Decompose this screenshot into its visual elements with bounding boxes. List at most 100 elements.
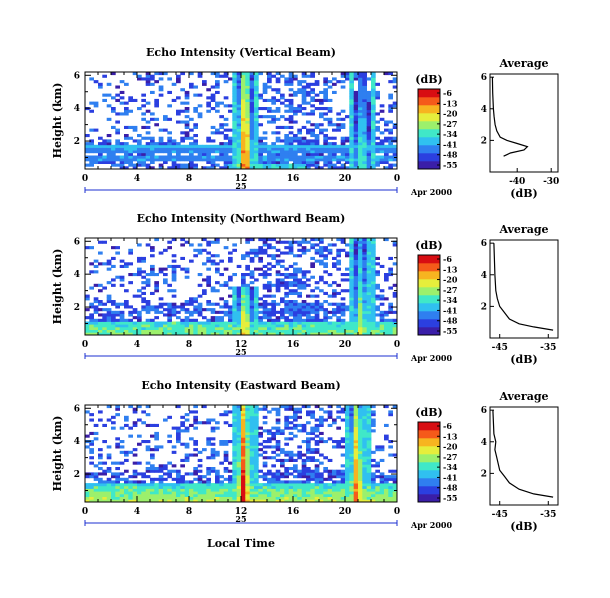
- heatmap-cell: [93, 329, 99, 333]
- heatmap-cell: [366, 324, 372, 328]
- heatmap-cell: [158, 93, 164, 97]
- heatmap-cell: [111, 326, 116, 330]
- heatmap-cell: [193, 125, 198, 129]
- heatmap-cell: [301, 246, 307, 250]
- heatmap-cell: [254, 477, 259, 481]
- heatmap-cell: [254, 418, 259, 422]
- heatmap-cell: [327, 136, 333, 140]
- heatmap-cell: [349, 117, 354, 121]
- heatmap-cell: [145, 109, 151, 113]
- heatmap-cell: [267, 273, 272, 277]
- heatmap-cell: [366, 101, 372, 105]
- heatmap-cell: [349, 450, 354, 454]
- heatmap-cell: [150, 82, 155, 86]
- heatmap-cell: [232, 456, 237, 460]
- heatmap-cell: [388, 158, 393, 162]
- heatmap-cell: [375, 305, 380, 309]
- heatmap-cell: [362, 310, 367, 314]
- heatmap-cell: [293, 483, 298, 487]
- heatmap-cell: [124, 101, 129, 105]
- heatmap-cell: [306, 496, 311, 500]
- heatmap-cell: [232, 134, 237, 138]
- heatmap-cell: [323, 134, 328, 138]
- heatmap-cell: [353, 123, 359, 127]
- heatmap-cell: [345, 418, 350, 422]
- heatmap-cell: [163, 483, 168, 487]
- heatmap-cell: [89, 442, 94, 446]
- heatmap-cell: [249, 313, 255, 317]
- heatmap-cell: [115, 302, 120, 306]
- heatmap-cell: [119, 477, 125, 481]
- heatmap-cell: [210, 98, 216, 102]
- heatmap-cell: [336, 147, 341, 151]
- heatmap-cell: [284, 302, 289, 306]
- heatmap-cell: [280, 101, 285, 105]
- heatmap-cell: [323, 248, 328, 252]
- heatmap-cell: [176, 475, 181, 479]
- heatmap-cell: [310, 112, 315, 116]
- heatmap-cell: [358, 477, 363, 481]
- average-x-tick-label: -35: [540, 510, 556, 520]
- heatmap-cell: [288, 467, 294, 471]
- heatmap-cell: [171, 160, 177, 164]
- heatmap-cell: [275, 477, 281, 481]
- heatmap-cell: [236, 82, 242, 86]
- heatmap-cell: [319, 115, 324, 119]
- heatmap-cell: [249, 421, 255, 425]
- heatmap-cell: [115, 483, 120, 487]
- heatmap-cell: [362, 104, 367, 108]
- heatmap-cell: [111, 264, 116, 268]
- heatmap-cell: [392, 144, 398, 148]
- heatmap-cell: [345, 429, 350, 433]
- heatmap-cell: [228, 491, 233, 495]
- heatmap-cell: [314, 485, 320, 489]
- heatmap-cell: [189, 163, 194, 167]
- heatmap-cell: [111, 415, 116, 419]
- heatmap-cell: [154, 434, 159, 438]
- heatmap-cell: [189, 302, 194, 306]
- heatmap-cell: [154, 72, 159, 76]
- heatmap-cell: [111, 144, 116, 148]
- colorbar-swatch: [418, 422, 440, 431]
- heatmap-cell: [336, 499, 341, 503]
- heatmap-cell: [323, 136, 328, 140]
- heatmap-cell: [275, 254, 281, 258]
- heatmap-cell: [262, 82, 268, 86]
- heatmap-cell: [284, 310, 289, 314]
- heatmap-cell: [128, 136, 133, 140]
- heatmap-cell: [98, 262, 103, 266]
- heatmap-cell: [293, 155, 298, 159]
- heatmap-cell: [366, 461, 372, 465]
- heatmap-cell: [193, 491, 198, 495]
- heatmap-cell: [366, 248, 372, 252]
- heatmap-cell: [371, 429, 376, 433]
- heatmap-cell: [353, 281, 359, 285]
- heatmap-cell: [137, 480, 142, 484]
- heatmap-cell: [275, 440, 281, 444]
- heatmap-cell: [358, 413, 363, 417]
- heatmap-cell: [301, 281, 307, 285]
- heatmap-cell: [202, 158, 207, 162]
- heatmap-cell: [219, 144, 224, 148]
- heatmap-cell: [319, 477, 324, 481]
- heatmap-cell: [249, 477, 255, 481]
- heatmap-cell: [301, 472, 307, 476]
- heatmap-cell: [371, 283, 376, 287]
- heatmap-cell: [332, 329, 337, 333]
- heatmap-cell: [306, 74, 311, 78]
- heatmap-cell: [180, 458, 185, 462]
- heatmap-cell: [349, 445, 354, 449]
- heatmap-cell: [358, 90, 363, 94]
- heatmap-cell: [314, 440, 320, 444]
- heatmap-cell: [206, 326, 211, 330]
- heatmap-cell: [206, 283, 211, 287]
- heatmap-cell: [228, 483, 233, 487]
- heatmap-cell: [388, 128, 393, 132]
- heatmap-cell: [323, 467, 328, 471]
- heatmap-cell: [358, 160, 363, 164]
- heatmap-cell: [310, 493, 315, 497]
- heatmap-cell: [202, 332, 207, 336]
- heatmap-cell: [210, 150, 216, 154]
- heatmap-cell: [332, 475, 337, 479]
- heatmap-cell: [141, 158, 146, 162]
